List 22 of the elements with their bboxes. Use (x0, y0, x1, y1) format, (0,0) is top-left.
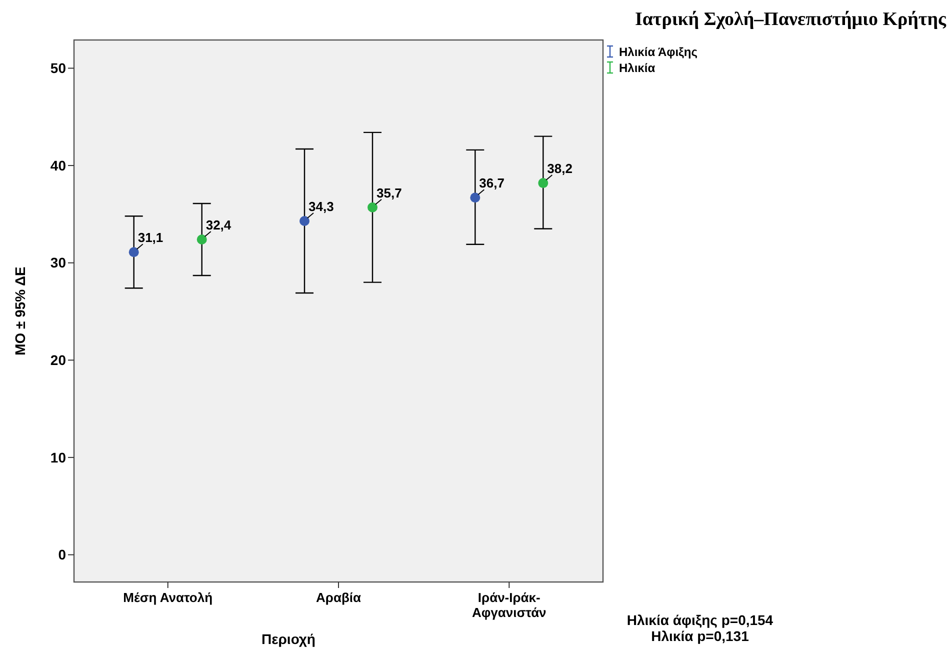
legend-label: Ηλικία (619, 61, 656, 75)
x-tick-label: Μέση Ανατολή (123, 590, 213, 605)
data-label: 31,1 (138, 230, 164, 246)
y-tick-label: 0 (58, 546, 66, 563)
data-label: 35,7 (376, 185, 402, 200)
legend-label: Ηλικία Άφιξης (619, 45, 698, 59)
y-tick-label: 20 (50, 352, 66, 368)
x-tick-label: Αραβία (316, 590, 361, 605)
data-label: 38,2 (547, 161, 572, 176)
y-axis-title: ΜΟ ± 95% ΔΕ (12, 266, 28, 356)
y-tick-label: 10 (50, 449, 66, 466)
data-label: 34,3 (308, 198, 334, 214)
text: Ηλικία p=0,131 (651, 628, 750, 644)
data-label: 36,7 (479, 176, 504, 191)
y-tick-label: 40 (50, 157, 66, 174)
x-axis-title: Περιοχή (262, 631, 316, 647)
text: Ιατρική Σχολή–Πανεπιστήμιο Κρήτης (634, 9, 947, 30)
y-tick-label: 50 (50, 60, 66, 76)
data-label: 32,4 (206, 217, 232, 232)
y-tick-label: 30 (50, 254, 66, 271)
x-tick-label: Ιράν-Ιράκ-Αφγανιστάν (472, 590, 546, 620)
text: Ηλικία άφιξης p=0,154 (626, 612, 774, 628)
